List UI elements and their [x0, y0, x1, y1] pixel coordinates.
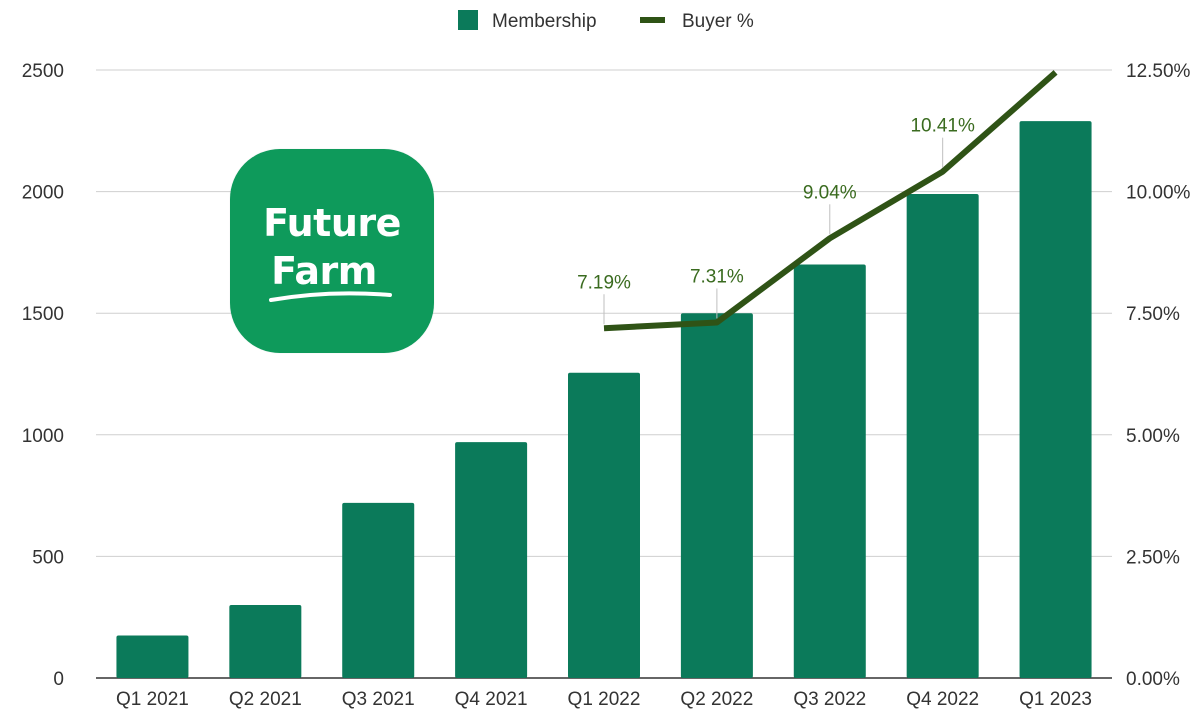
membership-bar	[229, 605, 302, 678]
membership-bar	[1019, 121, 1092, 678]
x-category-label: Q3 2022	[793, 689, 866, 710]
right-tick-label: 2.50%	[1126, 547, 1180, 568]
membership-bar	[793, 264, 866, 678]
legend: Membership Buyer %	[458, 10, 754, 32]
right-tick-label: 7.50%	[1126, 304, 1180, 325]
membership-bar	[680, 313, 753, 678]
right-axis-ticks: 0.00% 2.50% 5.00% 7.50% 10.00% 12.50%	[1126, 61, 1191, 690]
x-category-label: Q4 2021	[455, 689, 528, 710]
left-tick-label: 1500	[22, 304, 64, 325]
legend-buyer-label: Buyer %	[682, 11, 754, 32]
right-tick-label: 5.00%	[1126, 426, 1180, 447]
legend-membership-label: Membership	[492, 11, 597, 32]
membership-bars	[116, 121, 1092, 679]
logo-line-2: Farm	[271, 249, 377, 293]
future-farm-logo: Future Farm	[230, 149, 434, 353]
x-category-label: Q1 2022	[568, 689, 641, 710]
left-tick-label: 500	[32, 547, 64, 568]
x-category-label: Q2 2022	[680, 689, 753, 710]
buyer-data-label: 7.31%	[690, 266, 744, 287]
membership-bar	[568, 372, 640, 678]
x-axis-categories: Q1 2021 Q2 2021 Q3 2021 Q4 2021 Q1 2022 Q2 20…	[116, 689, 1092, 710]
left-tick-label: 0	[53, 669, 64, 690]
legend-membership-swatch	[458, 10, 478, 30]
buyer-line	[603, 70, 1058, 332]
x-category-label: Q4 2022	[906, 689, 979, 710]
x-category-label: Q2 2021	[229, 689, 302, 710]
membership-bar	[342, 502, 415, 678]
x-category-label: Q1 2023	[1019, 689, 1092, 710]
right-tick-label: 12.50%	[1126, 61, 1191, 82]
left-tick-label: 2000	[22, 183, 64, 204]
buyer-percent-line	[603, 70, 1058, 332]
buyer-data-labels: 7.19% 7.31% 9.04% 10.41%	[577, 116, 975, 325]
x-category-label: Q3 2021	[342, 689, 415, 710]
buyer-data-label: 9.04%	[803, 182, 857, 203]
logo-line-1: Future	[263, 201, 401, 245]
membership-bar	[455, 442, 528, 678]
x-category-label: Q1 2021	[116, 689, 189, 710]
left-axis-ticks: 0 500 1000 1500 2000 2500	[22, 61, 64, 690]
logo-swoosh-icon	[269, 291, 392, 302]
right-tick-label: 10.00%	[1126, 183, 1191, 204]
left-tick-label: 2500	[22, 61, 64, 82]
left-tick-label: 1000	[22, 426, 64, 447]
membership-bar	[906, 194, 979, 679]
membership-bar	[116, 635, 189, 678]
buyer-data-label: 10.41%	[910, 116, 975, 137]
buyer-data-label: 7.19%	[577, 272, 631, 293]
right-tick-label: 0.00%	[1126, 669, 1180, 690]
